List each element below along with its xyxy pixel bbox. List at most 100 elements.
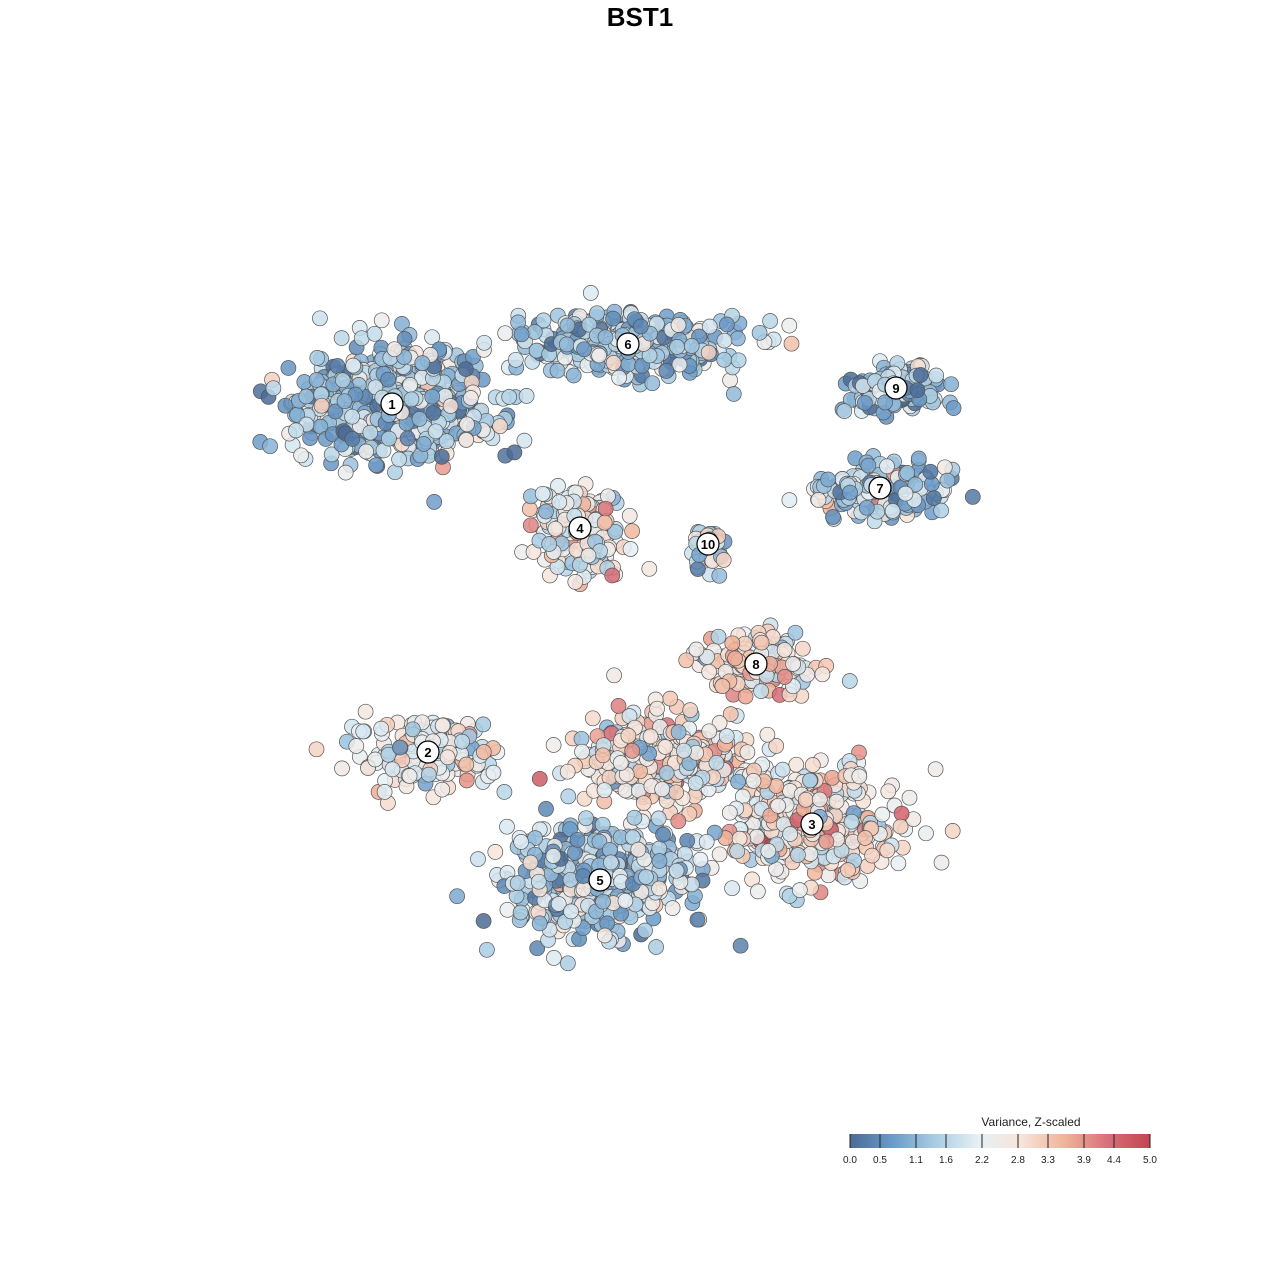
data-point (262, 438, 278, 455)
cluster-label-4: 4 (568, 516, 592, 540)
svg-text:1: 1 (388, 397, 395, 412)
data-point (394, 316, 410, 332)
data-point (597, 500, 614, 517)
data-point (762, 313, 778, 329)
data-point (760, 843, 777, 859)
data-point (458, 361, 474, 377)
scatter-points (252, 285, 981, 972)
data-point (501, 389, 518, 405)
data-point (265, 380, 282, 397)
data-point (522, 854, 539, 871)
data-point (462, 390, 479, 406)
legend-colorbar (850, 1134, 1150, 1148)
data-point (604, 567, 621, 584)
data-point (759, 726, 776, 743)
data-point (582, 285, 599, 301)
svg-text:5: 5 (596, 873, 603, 888)
svg-text:2: 2 (424, 745, 431, 760)
data-point (434, 781, 451, 798)
data-point (943, 376, 959, 393)
data-point (858, 499, 875, 516)
data-point (612, 755, 629, 771)
data-point (567, 574, 584, 590)
data-point (662, 690, 679, 707)
data-point (558, 336, 575, 353)
data-point (567, 844, 583, 861)
data-point (414, 355, 431, 371)
data-point (825, 509, 841, 525)
data-point (654, 781, 671, 798)
data-point (596, 927, 613, 944)
data-point (403, 391, 420, 408)
svg-text:8: 8 (752, 657, 759, 672)
legend-tick-label: 5.0 (1143, 1155, 1157, 1166)
data-point (880, 783, 897, 800)
data-point (367, 751, 384, 768)
data-point (357, 703, 374, 720)
data-point (434, 717, 451, 734)
data-point (392, 739, 408, 756)
data-point (541, 536, 558, 552)
data-point (745, 773, 762, 789)
data-point (737, 688, 754, 705)
data-point (475, 913, 492, 929)
data-point (298, 388, 315, 405)
data-point (458, 432, 475, 448)
data-point (874, 806, 891, 823)
data-point (945, 400, 962, 416)
data-point (597, 329, 614, 346)
data-point (918, 825, 934, 842)
data-point (683, 338, 700, 354)
data-point (781, 317, 798, 334)
data-point (630, 841, 647, 858)
data-point (749, 828, 765, 845)
svg-text:10: 10 (701, 537, 715, 552)
data-point (327, 403, 344, 420)
data-point (729, 843, 746, 860)
legend-tick-label: 4.4 (1107, 1155, 1121, 1166)
data-point (787, 624, 804, 641)
cluster-label-1: 1 (380, 392, 404, 416)
data-point (774, 761, 791, 778)
legend-tick-label: 1.6 (939, 1155, 953, 1166)
data-point (559, 763, 576, 780)
data-point (302, 430, 318, 446)
data-point (538, 503, 554, 520)
data-point (676, 742, 692, 759)
data-point (596, 782, 613, 799)
svg-text:9: 9 (892, 381, 899, 396)
data-point (841, 673, 858, 689)
svg-text:6: 6 (624, 337, 631, 352)
data-point (750, 883, 766, 900)
data-point (828, 793, 845, 810)
data-point (724, 635, 741, 652)
data-point (334, 372, 351, 389)
data-point (794, 640, 811, 657)
data-point (617, 892, 634, 909)
svg-text:7: 7 (876, 481, 883, 496)
legend-title: Variance, Z-scaled (981, 1115, 1080, 1129)
data-point (309, 350, 326, 366)
data-point (897, 485, 914, 502)
data-point (420, 766, 437, 783)
data-point (574, 743, 590, 760)
data-point (909, 382, 926, 399)
data-point (714, 678, 731, 695)
data-point (857, 830, 873, 846)
data-point (381, 430, 397, 447)
data-point (638, 869, 654, 885)
data-point (336, 393, 353, 410)
data-point (547, 520, 564, 537)
data-point (716, 332, 733, 349)
data-point (857, 394, 873, 411)
data-point (671, 356, 688, 373)
data-point (843, 813, 860, 830)
data-point (396, 331, 413, 347)
cluster-label-9: 9 (884, 376, 908, 400)
legend-tick-label: 0.0 (843, 1155, 857, 1166)
data-point (329, 358, 346, 374)
data-point (912, 367, 929, 383)
data-point (512, 904, 529, 921)
data-point (710, 628, 727, 645)
data-point (565, 367, 582, 384)
